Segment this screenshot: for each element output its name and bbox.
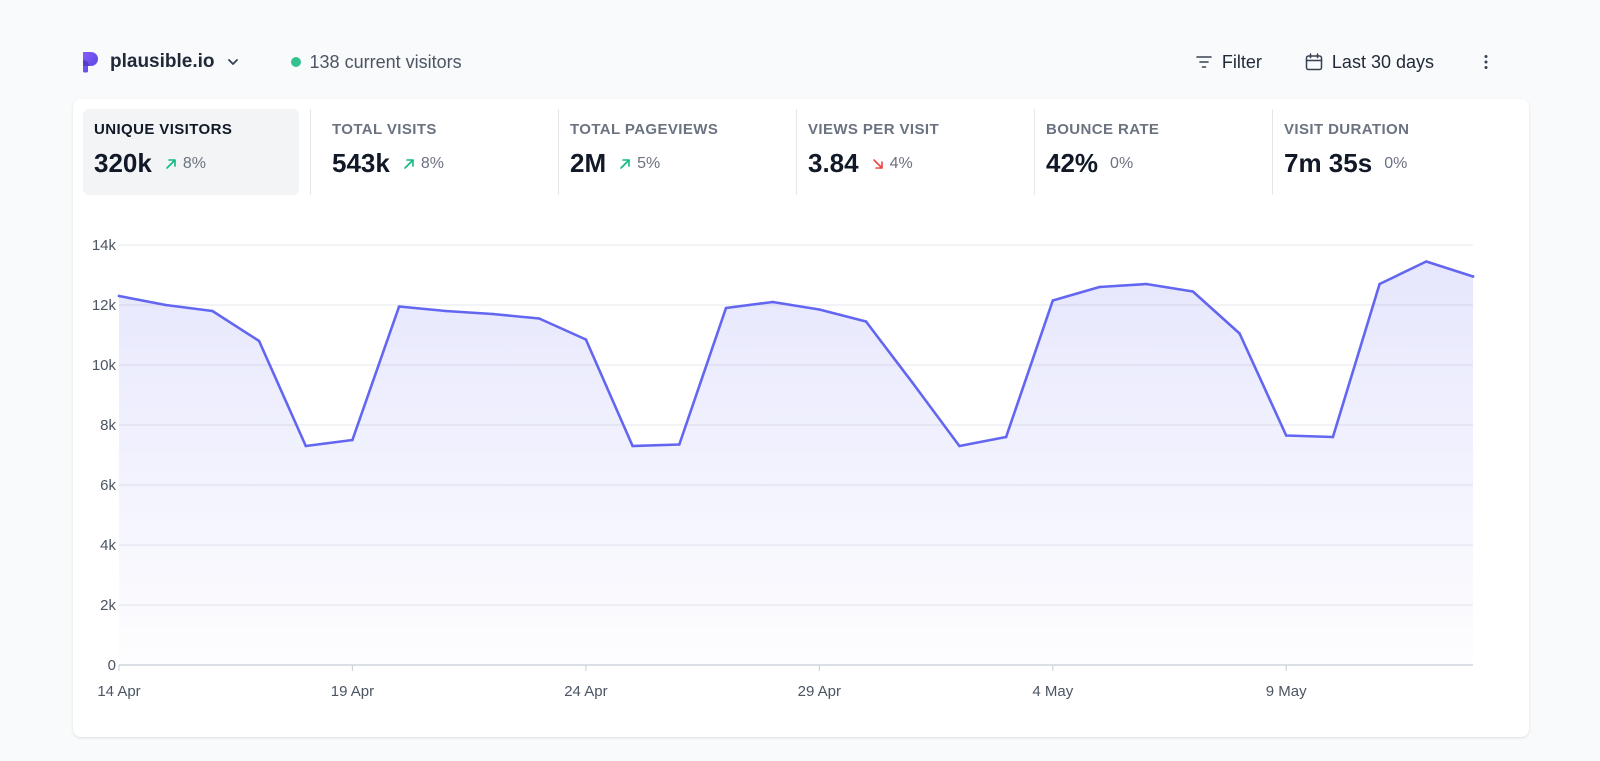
metric-change: 0%	[1110, 154, 1134, 172]
data-point	[864, 320, 868, 323]
data-point	[678, 443, 681, 446]
x-tick-label: 14 Apr	[97, 683, 140, 700]
metric-change: 0%	[1384, 154, 1408, 172]
data-point	[491, 312, 494, 316]
y-axis: 0 2k 4k 6k 8k 10k 12k 14k	[92, 237, 117, 674]
y-tick-label: 8k	[100, 417, 116, 434]
metric-change: 8%	[420, 154, 444, 172]
metric-value: 2M	[570, 148, 607, 178]
data-point	[1425, 260, 1428, 263]
y-tick-label: 4k	[100, 537, 116, 554]
period-label: Last 30 days	[1331, 51, 1434, 72]
metric-label: UNIQUE VISITORS	[94, 121, 233, 138]
data-point	[911, 381, 914, 385]
calendar-icon	[1305, 53, 1323, 71]
x-tick-label: 4 May	[1032, 683, 1073, 700]
y-tick-label: 0	[108, 657, 116, 674]
data-point	[351, 438, 354, 442]
data-point	[818, 308, 821, 311]
y-tick-label: 2k	[100, 597, 116, 614]
site-name: plausible.io	[110, 51, 215, 72]
data-point	[537, 317, 541, 320]
metric-total-pageviews[interactable]: TOTAL PAGEVIEWS 2M 5%	[559, 109, 797, 195]
data-point	[1004, 435, 1008, 439]
arrow-up-right-icon	[166, 158, 176, 169]
x-tick-label: 19 Apr	[331, 683, 374, 700]
data-point	[1051, 299, 1055, 302]
data-point	[257, 339, 261, 343]
y-tick-label: 6k	[100, 477, 116, 494]
data-point	[211, 309, 214, 313]
data-point	[164, 303, 167, 307]
metric-label: TOTAL VISITS	[332, 121, 437, 138]
plausible-logo-icon	[83, 52, 98, 73]
metric-value: 320k	[94, 148, 152, 178]
top-stats: UNIQUE VISITORS 320k 8% TOTAL VISITS 543…	[83, 109, 1519, 195]
metric-visit-duration[interactable]: VISIT DURATION 7m 35s 0%	[1273, 109, 1511, 195]
data-point	[1284, 434, 1288, 437]
metric-change: 5%	[637, 154, 661, 172]
filter-label: Filter	[1221, 51, 1262, 72]
data-point	[584, 338, 588, 341]
metric-change: 8%	[182, 154, 206, 172]
arrow-up-right-icon	[620, 158, 630, 169]
data-point	[397, 305, 401, 308]
metric-label: BOUNCE RATE	[1046, 121, 1160, 138]
top-bar: plausible.io 138 current visitors Filter…	[80, 44, 1496, 80]
metric-change: 4%	[889, 154, 913, 172]
metric-bounce-rate[interactable]: BOUNCE RATE 42% 0%	[1035, 109, 1273, 195]
x-tick-label: 29 Apr	[798, 683, 841, 700]
data-point	[1331, 435, 1335, 439]
data-point	[1471, 275, 1475, 278]
data-point	[444, 309, 448, 313]
data-points	[117, 260, 1475, 448]
visitors-line	[117, 260, 1475, 448]
live-visitors[interactable]: 138 current visitors	[290, 51, 462, 73]
metric-unique-visitors[interactable]: UNIQUE VISITORS 320k 8%	[83, 109, 299, 195]
x-tick-label: 24 Apr	[564, 683, 607, 700]
visitors-area	[119, 261, 1473, 665]
metric-value: 3.84	[808, 148, 859, 178]
metric-total-visits[interactable]: TOTAL VISITS 543k 8%	[310, 109, 559, 195]
chevron-down-icon	[227, 59, 238, 65]
live-dot-icon	[290, 57, 301, 67]
x-tick-label: 9 May	[1266, 683, 1307, 700]
data-point	[1144, 282, 1148, 286]
live-visitors-text: 138 current visitors	[309, 51, 462, 72]
kebab-menu-icon	[1484, 55, 1488, 69]
y-tick-label: 14k	[92, 237, 117, 254]
arrow-up-right-icon	[404, 158, 414, 169]
data-point	[631, 444, 634, 448]
metric-value: 543k	[332, 148, 390, 178]
metric-label: VISIT DURATION	[1284, 121, 1410, 138]
more-options-button[interactable]	[1476, 52, 1496, 72]
data-point	[1098, 285, 1101, 289]
metric-label: VIEWS PER VISIT	[808, 121, 940, 138]
data-point	[304, 444, 308, 448]
filter-button[interactable]: Filter	[1194, 52, 1262, 73]
data-point	[958, 444, 961, 448]
site-switcher[interactable]: plausible.io	[80, 51, 241, 73]
metric-value: 42%	[1046, 148, 1099, 178]
data-point	[1378, 282, 1381, 286]
dashboard-card: UNIQUE VISITORS 320k 8% TOTAL VISITS 543…	[73, 99, 1529, 737]
arrow-down-right-icon	[872, 158, 883, 169]
y-tick-label: 12k	[92, 297, 117, 314]
filter-icon	[1196, 56, 1212, 68]
data-point	[1238, 332, 1241, 335]
period-picker[interactable]: Last 30 days	[1304, 52, 1434, 73]
metric-value: 7m 35s	[1284, 148, 1373, 178]
metric-views-per-visit[interactable]: VIEWS PER VISIT 3.84 4%	[797, 109, 1035, 195]
data-point	[117, 294, 121, 298]
metric-label: TOTAL PAGEVIEWS	[570, 121, 719, 138]
data-point	[1191, 290, 1195, 293]
visitors-chart[interactable]: 0 2k 4k 6k 8k 10k 12k 14k 14 Apr 19 Apr 24 Apr 29 …	[73, 229, 1529, 719]
data-point	[724, 306, 728, 310]
data-point	[771, 300, 774, 304]
x-axis: 14 Apr 19 Apr 24 Apr 29 Apr 4 May 9 May	[97, 665, 1307, 700]
y-tick-label: 10k	[92, 357, 117, 374]
